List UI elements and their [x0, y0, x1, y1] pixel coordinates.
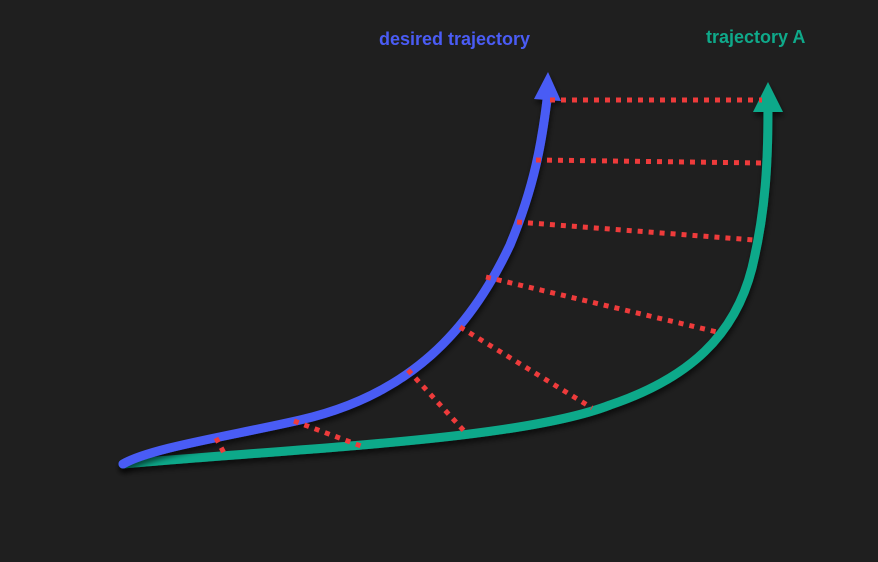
- desired-trajectory-label: desired trajectory: [379, 29, 531, 49]
- connector-line: [406, 368, 468, 435]
- trajectory-a-arrowhead: [753, 82, 783, 112]
- desired-trajectory-line: [118, 95, 552, 469]
- correspondence-connectors: [213, 97, 765, 455]
- connector-line: [213, 436, 227, 455]
- trajectory-a-curve: [118, 82, 783, 469]
- desired-trajectory-curve: [118, 72, 561, 469]
- trajectory-a-line: [118, 103, 773, 469]
- connector-line: [293, 418, 362, 449]
- connector-line: [535, 157, 765, 166]
- connector-line: [516, 219, 755, 243]
- trajectory-a-label: trajectory A: [706, 27, 806, 47]
- connector-line: [485, 274, 718, 335]
- connector-line: [458, 324, 594, 411]
- desired-trajectory-arrowhead: [534, 72, 561, 101]
